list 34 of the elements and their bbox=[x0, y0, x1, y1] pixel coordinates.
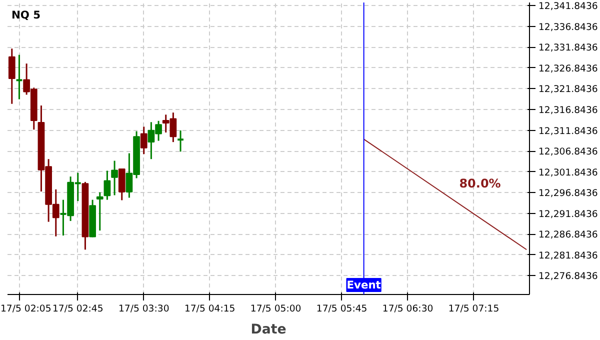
y-tick-label: 12,341.8436 bbox=[538, 1, 598, 12]
x-axis-title: Date bbox=[250, 322, 286, 338]
candlestick bbox=[104, 170, 111, 201]
y-tick-label: 12,311.8436 bbox=[538, 126, 598, 137]
y-tick-label: 12,321.8436 bbox=[538, 84, 598, 96]
y-tick-label: 12,296.8436 bbox=[538, 188, 598, 200]
x-tick-label: 17/5 07:15 bbox=[448, 304, 500, 314]
y-tick-label: 12,301.8436 bbox=[538, 167, 598, 178]
candlestick bbox=[111, 160, 118, 196]
y-tick-label: 12,331.8436 bbox=[538, 42, 598, 54]
candlestick bbox=[140, 126, 148, 155]
x-tick-label: 17/5 06:30 bbox=[382, 304, 434, 314]
x-tick-label: 17/5 04:15 bbox=[184, 304, 236, 314]
y-tick-label: 12,291.8436 bbox=[538, 208, 598, 220]
annotation: 80.0% bbox=[459, 176, 501, 190]
candlestick bbox=[118, 168, 126, 201]
x-tick-label: 17/5 05:00 bbox=[250, 304, 302, 314]
x-tick-label: 17/5 05:45 bbox=[316, 304, 368, 314]
candlestick bbox=[96, 192, 104, 232]
y-tick-label: 12,276.8436 bbox=[538, 271, 598, 282]
ref-line-label: Event bbox=[346, 278, 381, 292]
text: NQ 5 bbox=[12, 8, 41, 22]
x-tick-label: 17/5 02:45 bbox=[52, 304, 104, 314]
x-tick-label: 17/5 02:05 bbox=[0, 304, 52, 314]
y-tick-label: 12,281.8436 bbox=[538, 250, 598, 262]
y-tick-label: 12,336.8436 bbox=[538, 22, 598, 33]
y-tick-label: 12,316.8436 bbox=[538, 104, 598, 116]
y-tick-label: 12,286.8436 bbox=[538, 230, 598, 241]
y-tick-label: 12,326.8436 bbox=[538, 63, 598, 74]
x-tick-label: 17/5 03:30 bbox=[118, 304, 170, 314]
candlestick bbox=[8, 48, 16, 105]
candlestick bbox=[15, 54, 24, 100]
candlestick bbox=[176, 130, 184, 152]
y-tick-label: 12,306.8436 bbox=[538, 146, 598, 158]
